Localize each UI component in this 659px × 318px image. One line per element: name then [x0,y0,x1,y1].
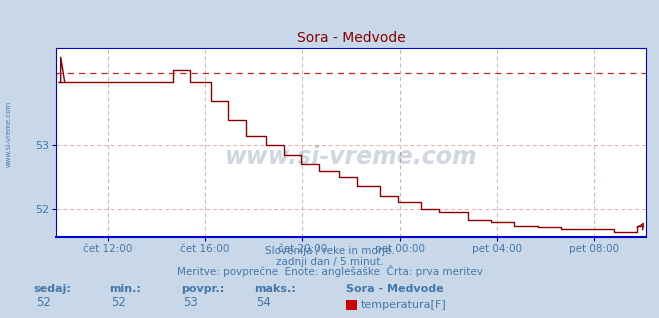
Text: 52: 52 [111,296,126,309]
Text: maks.:: maks.: [254,284,295,294]
Title: Sora - Medvode: Sora - Medvode [297,31,405,45]
Text: temperatura[F]: temperatura[F] [361,300,447,310]
Text: zadnji dan / 5 minut.: zadnji dan / 5 minut. [275,257,384,266]
Text: Slovenija / reke in morje.: Slovenija / reke in morje. [264,246,395,256]
Text: Meritve: povprečne  Enote: anglešaške  Črta: prva meritev: Meritve: povprečne Enote: anglešaške Črt… [177,265,482,277]
Text: sedaj:: sedaj: [33,284,71,294]
Text: 53: 53 [183,296,198,309]
Text: min.:: min.: [109,284,140,294]
Text: www.si-vreme.com: www.si-vreme.com [225,145,477,169]
Text: 52: 52 [36,296,51,309]
Text: 54: 54 [256,296,271,309]
Text: www.si-vreme.com: www.si-vreme.com [5,100,11,167]
Text: Sora - Medvode: Sora - Medvode [346,284,444,294]
Text: povpr.:: povpr.: [181,284,225,294]
